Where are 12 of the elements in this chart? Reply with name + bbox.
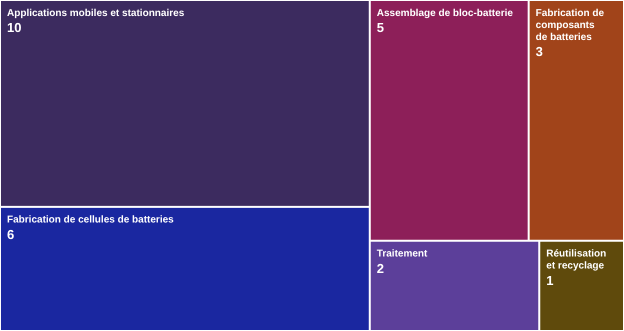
category-label: Traitement bbox=[376, 248, 428, 260]
data-label: 6 bbox=[7, 226, 14, 242]
category-label: Applications mobiles et stationnaires bbox=[7, 8, 185, 19]
data-label: 2 bbox=[376, 260, 384, 276]
data-label: 3 bbox=[536, 44, 543, 60]
data-label: 1 bbox=[546, 272, 554, 288]
category-label: Assemblage de bloc-batterie bbox=[376, 8, 514, 19]
data-label: 5 bbox=[376, 20, 384, 36]
category-label: Fabrication de composants de batteries bbox=[536, 8, 604, 43]
category-label: Réutilisation et recyclage bbox=[546, 248, 606, 272]
category-label: Fabrication de cellules de batteries bbox=[7, 214, 174, 226]
data-label: 10 bbox=[7, 20, 22, 36]
